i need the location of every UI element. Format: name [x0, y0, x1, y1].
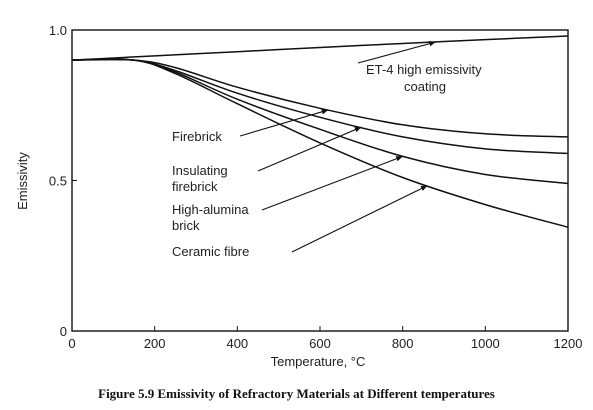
x-axis-ticks: 0 200 400 600 800 1000 1200 — [68, 326, 582, 351]
curve-insulating-firebrick — [71, 58, 569, 155]
curve-high-alumina-brick — [71, 58, 569, 185]
x-tick-label: 600 — [309, 336, 331, 351]
leader-et4-arrowhead — [428, 41, 436, 47]
label-firebrick: Firebrick — [172, 129, 222, 144]
series-labels: ET-4 high emissivity coating Firebrick I… — [172, 62, 482, 259]
label-et4-line1: ET-4 high emissivity — [366, 62, 482, 77]
leader-high-alumina — [261, 155, 403, 211]
y-axis-title: Emissivity — [15, 152, 30, 210]
figure-caption: Figure 5.9 Emissivity of Refractory Mate… — [98, 386, 495, 401]
x-tick-label: 400 — [226, 336, 248, 351]
x-tick-label: 200 — [144, 336, 166, 351]
curve-ceramic-fibre — [71, 58, 569, 228]
y-tick-label: 1.0 — [49, 23, 67, 38]
leader-ceramic-fibre-arrowhead — [420, 185, 428, 191]
x-tick-label: 1000 — [471, 336, 500, 351]
label-insulating-line2: firebrick — [172, 179, 218, 194]
curve-firebrick — [71, 58, 569, 138]
label-high-alumina-line1: High-alumina — [172, 202, 249, 217]
leader-ceramic-fibre — [291, 185, 428, 253]
x-tick-label: 1200 — [554, 336, 583, 351]
emissivity-curves — [71, 35, 569, 228]
y-axis-ticks: 0 0.5 1.0 — [49, 23, 77, 339]
label-insulating-line1: Insulating — [172, 163, 228, 178]
label-et4-line2: coating — [404, 79, 446, 94]
y-tick-label: 0.5 — [49, 174, 67, 189]
x-tick-label: 800 — [392, 336, 414, 351]
plot-frame — [71, 29, 569, 332]
leader-firebrick — [239, 109, 329, 137]
emissivity-chart: 0 200 400 600 800 1000 1200 0 0.5 1.0 ET-4 high … — [15, 23, 582, 369]
label-leader-lines — [239, 41, 436, 253]
label-ceramic-fibre: Ceramic fibre — [172, 244, 249, 259]
leader-insulating-firebrick — [257, 126, 362, 172]
label-high-alumina-line2: brick — [172, 218, 200, 233]
leader-high-alumina-arrowhead — [395, 156, 403, 162]
x-tick-label: 0 — [68, 336, 75, 351]
x-axis-title: Temperature, °C — [271, 354, 366, 369]
leader-firebrick-arrowhead — [321, 109, 329, 115]
y-tick-label: 0 — [60, 324, 67, 339]
leader-et4 — [357, 41, 436, 64]
leader-insulating-firebrick-arrowhead — [354, 127, 362, 133]
curve-et4-coating — [71, 35, 569, 61]
